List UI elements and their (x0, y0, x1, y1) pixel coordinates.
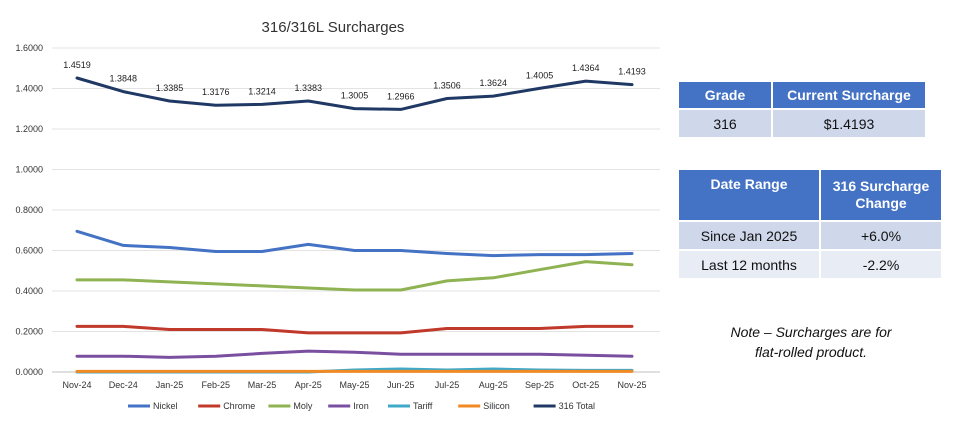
x-tick-label: Sep-25 (525, 380, 554, 390)
series-line-316-total (75, 76, 634, 111)
data-label: 1.4364 (572, 63, 600, 73)
data-label: 1.3385 (156, 83, 184, 93)
legend: Nickel Chrome Moly Iron Tariff Silicon 316 Tot… (128, 401, 595, 411)
x-tick-label: Feb-25 (201, 380, 230, 390)
y-tick-label: 0.2000 (15, 327, 43, 337)
x-axis-ticks: Nov-24 Dec-24 Jan-25 Feb-25 Mar-25 Apr-25 May-… (62, 380, 646, 390)
data-label: 1.4519 (63, 60, 91, 70)
surcharge-line-chart: 316/316L Surcharges 0.00000.20000.40000.… (15, 19, 660, 411)
footnote-line: flat-rolled product. (754, 344, 868, 360)
data-label: 1.3848 (109, 74, 137, 84)
legend-label: 316 Total (559, 401, 595, 411)
x-tick-label: Mar-25 (248, 380, 277, 390)
series-line-iron (75, 349, 634, 359)
data-label: 1.3506 (433, 81, 461, 91)
y-tick-label: 1.4000 (15, 84, 43, 94)
data-label: 1.2966 (387, 91, 415, 101)
data-label: 1.3624 (479, 78, 507, 88)
legend-label: Moly (293, 401, 313, 411)
surcharge-change-table: Date Range 316 Surcharge Change Since Ja… (677, 168, 943, 280)
y-tick-label: 1.2000 (15, 124, 43, 134)
y-tick-label: 0.8000 (15, 205, 43, 215)
grade-surcharge-table: Grade Current Surcharge 316 $1.4193 (677, 80, 927, 139)
data-label: 1.4193 (618, 67, 646, 77)
x-tick-label: Apr-25 (295, 380, 322, 390)
x-tick-label: Jan-25 (156, 380, 184, 390)
y-tick-label: 1.6000 (15, 43, 43, 53)
current-surcharge-header: Current Surcharge (771, 80, 927, 110)
surcharge-change-header: 316 Surcharge Change (819, 168, 943, 222)
legend-label: Silicon (483, 401, 510, 411)
series-lines (75, 76, 634, 374)
legend-label: Chrome (223, 401, 255, 411)
date-range-header: Date Range (677, 168, 821, 222)
footnote-line: Note – Surcharges are for (730, 324, 892, 340)
x-tick-label: May-25 (339, 380, 369, 390)
y-tick-label: 0.0000 (15, 367, 43, 377)
date-range-cell: Last 12 months (677, 249, 821, 280)
footnote: Note – Surcharges are for flat-rolled pr… (706, 322, 916, 362)
data-label: 1.3176 (202, 87, 230, 97)
x-tick-label: Oct-25 (572, 380, 599, 390)
y-axis-ticks: 0.0000 0.2000 0.4000 0.6000 0.8000 1.0000 1.20… (15, 43, 43, 377)
legend-label: Iron (353, 401, 369, 411)
x-tick-label: Nov-25 (617, 380, 646, 390)
legend-label: Nickel (153, 401, 178, 411)
y-tick-label: 0.6000 (15, 246, 43, 256)
x-tick-label: Aug-25 (479, 380, 508, 390)
series-line-moly (75, 260, 634, 292)
data-label: 1.3214 (248, 86, 276, 96)
grade-value: 316 (677, 108, 773, 139)
series-line-nickel (75, 229, 634, 258)
data-label: 1.4005 (526, 70, 554, 80)
x-tick-label: Jul-25 (435, 380, 460, 390)
grade-header: Grade (677, 80, 773, 110)
series-line-chrome (75, 324, 634, 335)
surcharge-change-cell: -2.2% (819, 249, 943, 280)
data-labels: 1.4519 1.3848 1.3385 1.3176 1.3214 1.3383 1.30… (63, 60, 646, 101)
date-range-cell: Since Jan 2025 (677, 220, 821, 251)
data-label: 1.3383 (294, 83, 322, 93)
chart-title: 316/316L Surcharges (262, 19, 405, 36)
y-tick-label: 1.0000 (15, 165, 43, 175)
surcharge-change-cell: +6.0% (819, 220, 943, 251)
current-surcharge-value: $1.4193 (771, 108, 927, 139)
data-label: 1.3005 (341, 91, 369, 101)
x-tick-label: Nov-24 (62, 380, 91, 390)
y-tick-label: 0.4000 (15, 286, 43, 296)
gridlines (52, 47, 660, 373)
x-tick-label: Dec-24 (109, 380, 138, 390)
legend-label: Tariff (413, 401, 433, 411)
x-tick-label: Jun-25 (387, 380, 415, 390)
